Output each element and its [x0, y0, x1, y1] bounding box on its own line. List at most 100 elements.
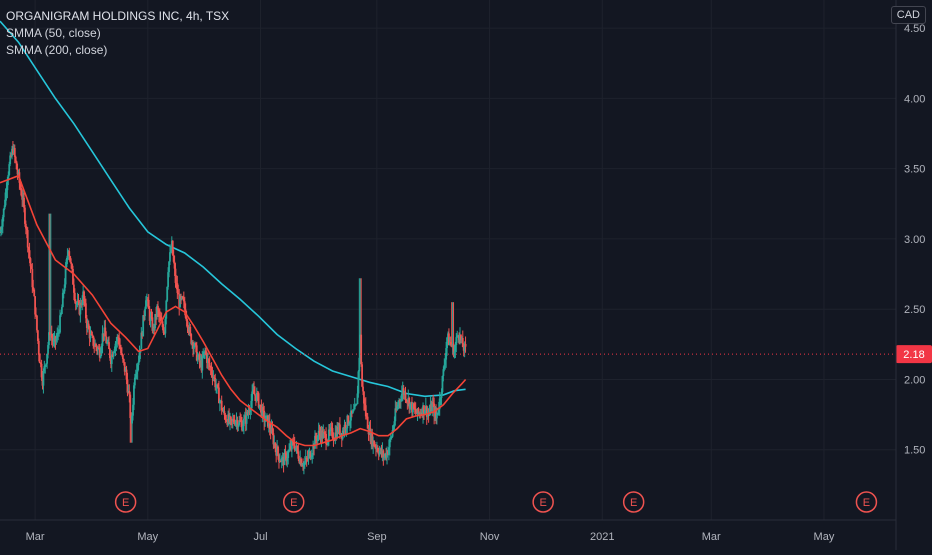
candle-body	[31, 269, 34, 288]
candle-body	[364, 405, 367, 417]
candle-body	[132, 404, 134, 416]
candle-body	[451, 343, 454, 347]
candle-body	[228, 414, 230, 422]
candle-body	[301, 465, 303, 467]
candle-body	[434, 410, 436, 417]
legend-smma50[interactable]: SMMA (50, close)	[6, 26, 101, 40]
earnings-marker[interactable]: E	[622, 491, 645, 513]
candle-body	[436, 412, 439, 414]
candle-body	[153, 326, 156, 329]
candle-body	[236, 420, 239, 428]
candle-body	[215, 386, 218, 388]
candle-body	[276, 446, 279, 456]
candle-body	[33, 289, 36, 297]
currency-badge[interactable]: CAD	[890, 6, 926, 24]
candle-body	[181, 296, 183, 299]
candle-body	[133, 385, 135, 405]
candle-body	[137, 361, 140, 366]
earnings-marker[interactable]: E	[532, 491, 554, 513]
candle-body	[278, 454, 280, 462]
candle-body	[146, 299, 149, 301]
candle-body	[121, 354, 124, 360]
candle-body	[109, 358, 112, 364]
candle-body	[360, 334, 363, 365]
earnings-marker[interactable]: E	[282, 491, 305, 513]
candle-body	[444, 359, 447, 365]
candle-body	[351, 410, 354, 414]
candle-body	[35, 314, 37, 316]
y-tick-label: 3.00	[904, 234, 925, 246]
candle-body	[211, 373, 214, 378]
legend-title[interactable]: ORGANIGRAM HOLDINGS INC, 4h, TSX	[6, 9, 230, 23]
candle-body	[175, 282, 178, 284]
smma200-line	[0, 20, 466, 398]
candle-body	[411, 403, 414, 413]
candle-body	[40, 363, 43, 378]
candle-body	[44, 365, 47, 367]
candle-body	[98, 348, 101, 358]
candle-body	[102, 333, 105, 335]
candle-body	[120, 348, 122, 354]
candle-body	[429, 404, 432, 413]
candle-body	[417, 408, 420, 414]
candle-body	[202, 356, 205, 358]
candle-body	[389, 437, 392, 440]
earnings-marker[interactable]: E	[114, 491, 137, 513]
candle-body	[138, 352, 141, 362]
candle-body	[217, 384, 219, 388]
legend-smma200[interactable]: SMMA (200, close)	[6, 43, 108, 57]
candle-body	[305, 457, 308, 459]
candle-body	[141, 332, 144, 337]
candle-body	[116, 336, 119, 342]
candle-body	[165, 300, 168, 319]
candle-body	[265, 415, 267, 421]
candle-body	[267, 421, 270, 427]
candle-body	[83, 291, 85, 302]
candle-body	[26, 230, 29, 248]
candle-body	[339, 433, 342, 436]
candle-body	[169, 252, 171, 262]
candle-body	[358, 357, 361, 372]
candle-body	[397, 404, 400, 407]
candle-body	[400, 393, 403, 401]
candle-body	[404, 392, 407, 401]
candle-body	[323, 432, 326, 434]
candle-body	[331, 428, 334, 439]
candle-body	[295, 445, 298, 448]
candle-body	[416, 408, 419, 415]
legend: ORGANIGRAM HOLDINGS INC, 4h, TSX SMMA (5…	[6, 8, 229, 59]
candle-body	[14, 156, 17, 162]
candle-body	[196, 357, 199, 361]
candle-body	[204, 350, 206, 352]
candle-body	[281, 457, 284, 459]
earnings-marker[interactable]: E	[855, 491, 878, 513]
candle-body	[45, 363, 48, 366]
candle-body	[402, 388, 405, 395]
candle-body	[286, 458, 289, 462]
candle-body	[93, 345, 96, 347]
candle-body	[268, 421, 271, 430]
y-tick-label: 1.50	[904, 445, 925, 457]
candle-body	[99, 352, 102, 358]
candle-body	[357, 371, 360, 394]
candle-body	[77, 300, 80, 302]
candle-body	[190, 333, 193, 344]
candle-body	[249, 410, 252, 413]
candle-body	[57, 332, 60, 335]
candle-body	[51, 337, 54, 342]
candle-body	[438, 398, 441, 410]
smma200-series	[0, 20, 466, 398]
candle-body	[448, 333, 450, 346]
candle-body	[298, 458, 301, 463]
candle-body	[170, 240, 173, 252]
candle-body	[129, 394, 132, 419]
candle-body	[85, 303, 87, 319]
candle-body	[159, 316, 162, 321]
candle-body	[97, 348, 99, 351]
candle-body	[395, 408, 398, 410]
candle-body	[119, 345, 121, 349]
candle-body	[252, 389, 254, 392]
